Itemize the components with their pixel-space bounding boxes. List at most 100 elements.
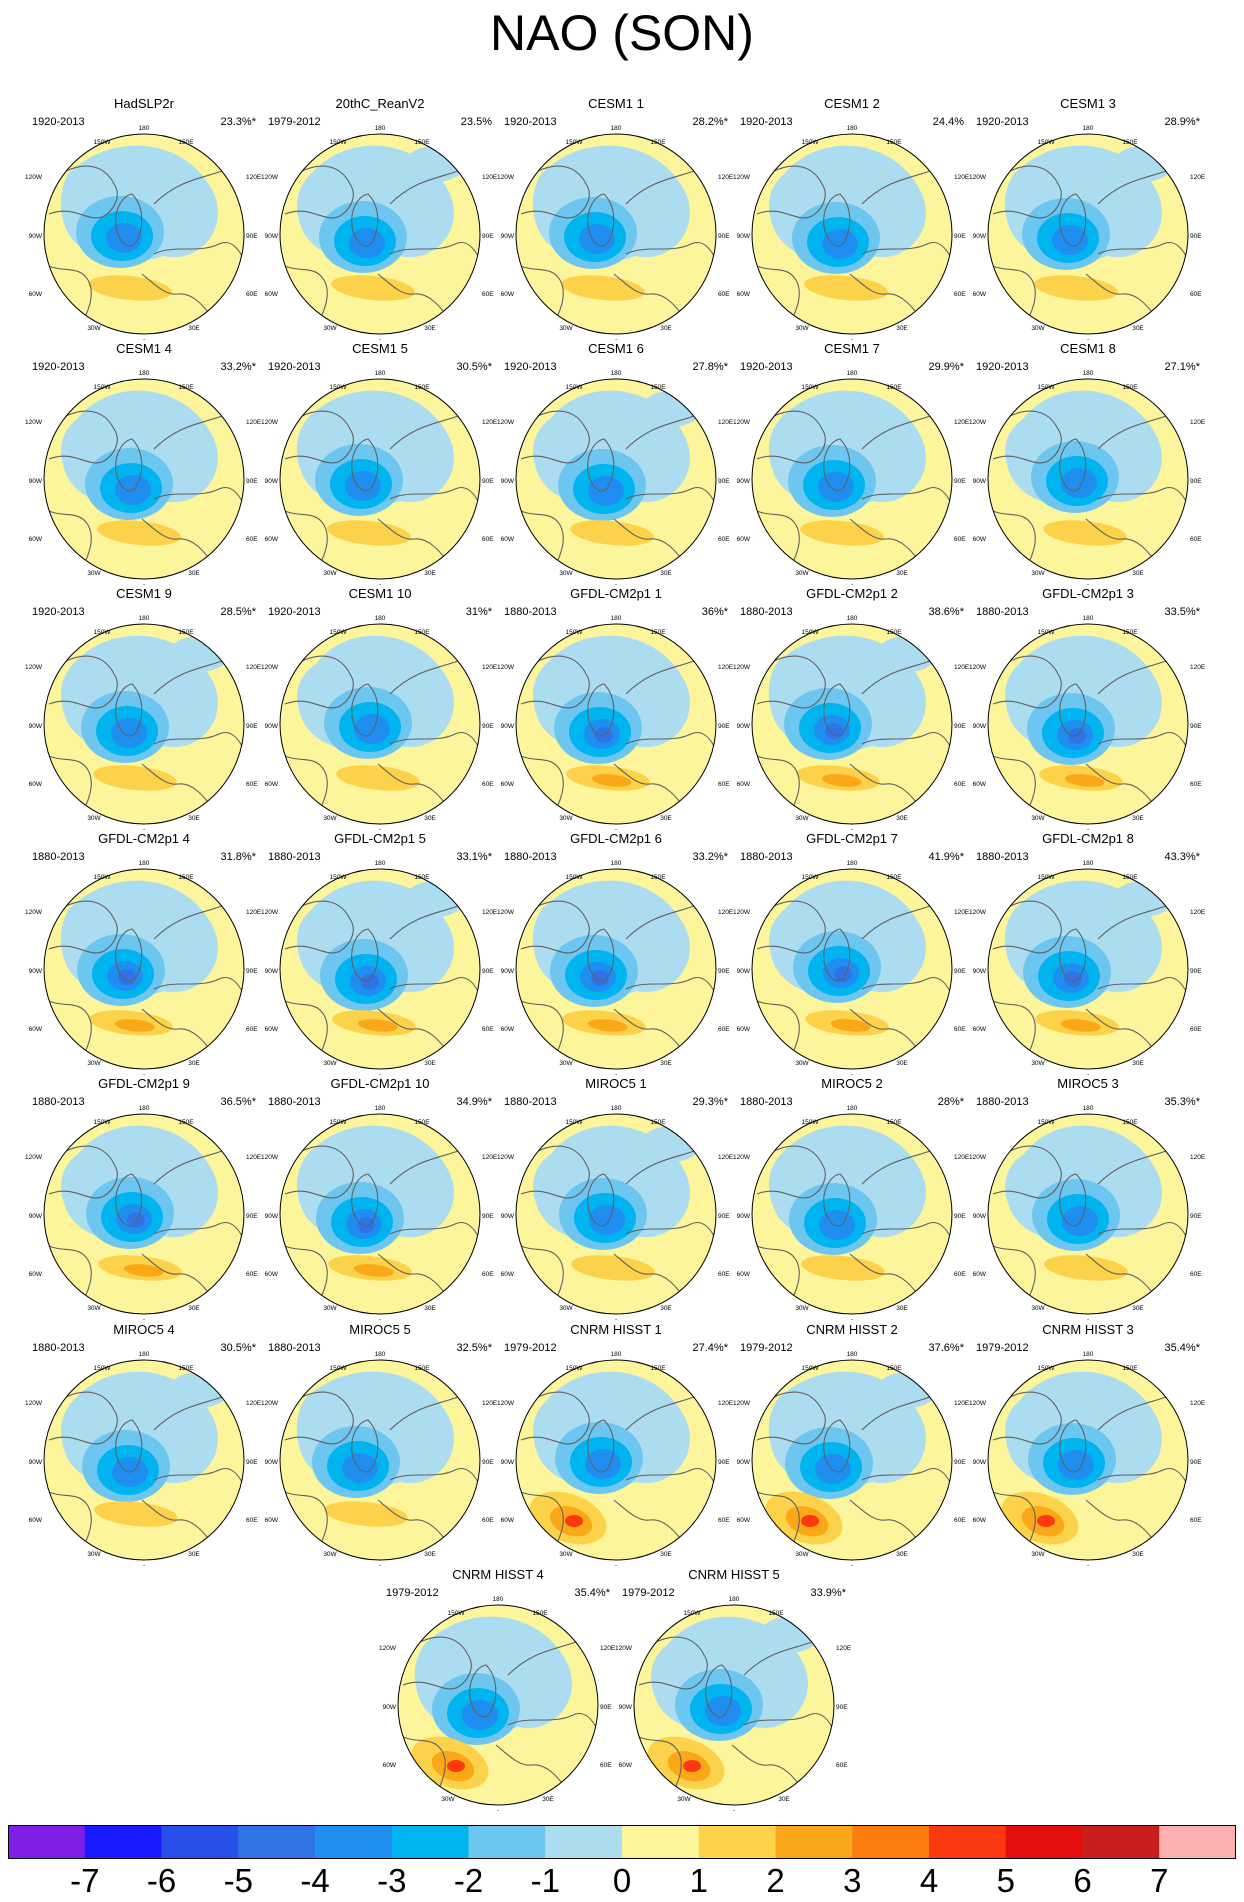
map-panel: CESM1 4 1920-2013 33.2%* 180 150W 150E 120W 120… [24, 341, 264, 586]
panel-period: 1920-2013 [740, 361, 793, 373]
panel-title: GFDL-CM2p1 1 [570, 586, 662, 601]
longitude-label: 180 [1083, 370, 1094, 377]
negative-anomaly-core [111, 718, 147, 748]
colorbar-tick-label: 2 [766, 1862, 785, 1899]
coastline [115, 928, 143, 982]
longitude-label: 90W [619, 1704, 633, 1711]
longitude-label: 150E [886, 384, 902, 391]
longitude-label: 90W [265, 968, 279, 975]
panel-period: 1979-2012 [622, 1587, 675, 1599]
longitude-label: 120E [246, 909, 262, 916]
longitude-label: 180 [139, 1351, 150, 1358]
longitude-label: 90W [973, 723, 987, 730]
negative-anomaly-region [405, 146, 465, 182]
longitude-label: 180 [375, 615, 386, 622]
polar-map: 180 150W 150E 120W 120E 90W 90E 60W 60E 30W 30E 0 [25, 370, 262, 585]
longitude-label: 120W [25, 174, 43, 181]
positive-anomaly-core [353, 1264, 394, 1277]
coastline [756, 918, 826, 954]
longitude-label: 180 [611, 615, 622, 622]
longitude-label: 90E [1190, 1213, 1202, 1220]
coastline [284, 673, 354, 709]
longitude-label: 90E [954, 478, 966, 485]
coastline [1097, 1222, 1188, 1239]
longitude-label: 0 [142, 1319, 146, 1320]
map-panel: MIROC5 2 1880-2013 28%* 180 150W 150E 120W 120E… [732, 1076, 972, 1321]
map-border [633, 1604, 835, 1806]
positive-anomaly-core [801, 1515, 819, 1527]
polar-map: 180 150W 150E 120W 120E 90W 90E 60W 60E 30W 30E 0 [261, 615, 498, 830]
coastline [849, 1253, 923, 1301]
longitude-label: 0 [378, 829, 382, 830]
coastline [377, 518, 451, 566]
polar-map: 180 150W 150E 120W 120E 90W 90E 60W 60E 30W 30E 0 [25, 1105, 262, 1320]
coastline [48, 1409, 118, 1445]
coastline [1097, 487, 1188, 504]
map-panel: MIROC5 4 1880-2013 30.5%* 180 150W 150E 120W 12… [24, 1322, 264, 1567]
coastline [284, 1163, 354, 1199]
coastline [625, 487, 716, 504]
longitude-label: 150W [802, 1119, 820, 1126]
colorbar-tick-label: -5 [223, 1862, 253, 1899]
longitude-label: 90E [718, 478, 730, 485]
panel-period: 1880-2013 [740, 606, 793, 618]
longitude-label: 180 [139, 370, 150, 377]
panel-variance: 31.8%* [220, 851, 256, 863]
longitude-label: 120W [261, 419, 279, 426]
map-border [751, 1359, 953, 1561]
longitude-label: 120W [261, 909, 279, 916]
longitude-label: 60W [973, 781, 987, 788]
map-border [751, 868, 953, 1070]
longitude-label: 120E [954, 419, 970, 426]
coastline [1085, 1253, 1159, 1301]
longitude-label: 90W [973, 1459, 987, 1466]
longitude-label: 120W [969, 909, 987, 916]
coastline [756, 1163, 826, 1199]
longitude-label: 120W [497, 174, 515, 181]
longitude-label: 90W [973, 478, 987, 485]
panel-variance: 38.6%* [928, 606, 964, 618]
polar-map: 180 150W 150E 120W 120E 90W 90E 60W 60E 30W 30E 0 [733, 615, 970, 830]
coastline [115, 1419, 143, 1473]
coastline [587, 193, 615, 247]
map-border [987, 378, 1189, 580]
positive-anomaly-core [123, 1264, 164, 1277]
panel-title: CESM1 7 [824, 341, 880, 356]
coastline [389, 1468, 480, 1485]
longitude-label: 90E [836, 1704, 848, 1711]
panel-variance: 33.2%* [692, 851, 728, 863]
longitude-label: 60W [737, 536, 751, 543]
polar-map: 180 150W 150E 120W 120E 90W 90E 60W 60E 30W 30E 0 [25, 1351, 262, 1566]
coastline [141, 273, 215, 321]
longitude-label: 90W [265, 233, 279, 240]
positive-anomaly-region [804, 275, 888, 301]
longitude-label: 180 [611, 1351, 622, 1358]
positive-anomaly-region [1034, 275, 1118, 301]
colorbar [8, 1825, 1236, 1859]
longitude-label: 0 [378, 1319, 382, 1320]
map-border [515, 378, 717, 580]
colorbar-tick-label: -2 [453, 1862, 484, 1899]
map-border [515, 623, 717, 825]
coastline [115, 438, 143, 492]
colorbar-swatch [161, 1825, 239, 1859]
panel-variance: 35.3%* [1164, 1096, 1200, 1108]
longitude-label: 150W [330, 384, 348, 391]
longitude-label: 90E [246, 478, 258, 485]
longitude-label: 30W [1031, 815, 1045, 822]
colorbar-swatch [622, 1825, 700, 1859]
coastline [743, 1713, 834, 1730]
longitude-label: 90E [482, 1459, 494, 1466]
longitude-label: 90W [737, 1459, 751, 1466]
negative-anomaly-core [1068, 728, 1086, 744]
panel-variance: 33.9%* [810, 1587, 846, 1599]
colorbar-swatch [929, 1825, 1007, 1859]
longitude-label: 120W [733, 664, 751, 671]
panel-title: GFDL-CM2p1 3 [1042, 586, 1134, 601]
longitude-label: 30W [441, 1796, 455, 1803]
coastline [389, 732, 480, 749]
longitude-label: 120W [497, 1400, 515, 1407]
colorbar-tick-label: 0 [612, 1862, 632, 1899]
polar-map: 180 150W 150E 120W 120E 90W 90E 60W 60E 30W 30E 0 [969, 860, 1206, 1075]
coastline [153, 1468, 244, 1485]
